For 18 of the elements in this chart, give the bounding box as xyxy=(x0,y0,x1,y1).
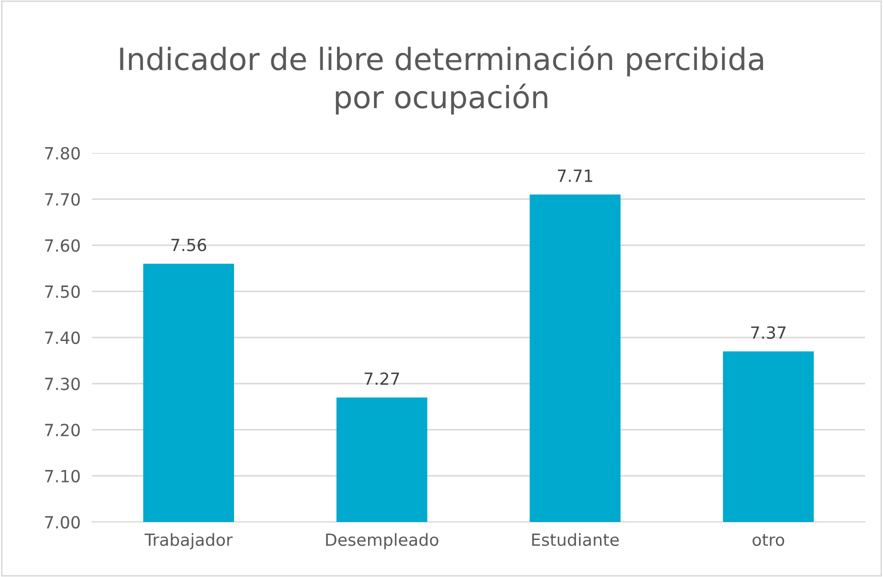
x-tick-label: Estudiante xyxy=(532,533,619,546)
data-label: 7.71 xyxy=(558,170,592,182)
y-tick-label: 7.80 xyxy=(45,146,80,160)
y-tick-label: 7.20 xyxy=(45,424,80,436)
data-label: 7.37 xyxy=(751,326,786,339)
data-label: 7.27 xyxy=(364,372,400,385)
y-tick-label: 7.40 xyxy=(45,331,80,344)
y-tick-label: 7.60 xyxy=(45,239,80,252)
y-tick-label: 7.30 xyxy=(45,378,80,390)
x-tick-label: Trabajador xyxy=(144,533,233,550)
x-tick-label: otro xyxy=(752,534,784,546)
data-label: 7.56 xyxy=(171,238,206,252)
chart-title: Indicador de libre determinación percibida por ocupación xyxy=(120,46,764,114)
y-tick-label: 7.70 xyxy=(45,193,80,206)
y-tick-label: 7.00 xyxy=(45,516,80,529)
x-tick-label: Desempleado xyxy=(326,533,438,550)
y-tick-label: 7.50 xyxy=(45,285,80,298)
y-tick-label: 7.10 xyxy=(45,470,80,482)
